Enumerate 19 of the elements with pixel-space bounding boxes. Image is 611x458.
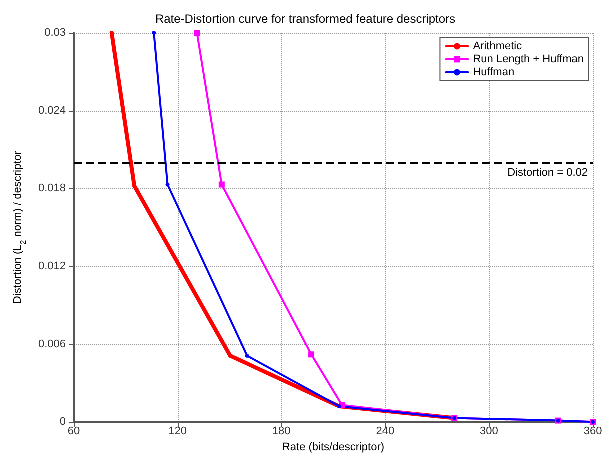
legend-label: Arithmetic: [473, 40, 523, 52]
x-axis-title: Rate (bits/descriptor): [282, 442, 385, 454]
y-axis-title: Distortion (L2 norm) / descriptor: [12, 150, 28, 304]
ref-line-label: Distortion = 0.02: [508, 167, 588, 180]
legend-label: Run Length + Huffman: [473, 54, 584, 66]
x-tick-label: 240: [376, 426, 395, 438]
y-tick-label: 0.018: [38, 182, 66, 195]
y-tick-label: 0.024: [38, 104, 66, 117]
x-tick-label: 120: [168, 426, 187, 438]
y-tick-label: 0.03: [44, 27, 66, 39]
x-tick-label: 300: [480, 426, 498, 438]
y-tick-label: 0.006: [38, 338, 66, 350]
chart-title: Rate-Distortion curve for transformed feature descriptors: [155, 12, 456, 26]
legend-label: Huffman: [473, 66, 515, 78]
x-tick-label: 60: [68, 426, 80, 438]
y-tick-label: 0: [60, 416, 66, 428]
y-tick-label: 0.012: [38, 260, 66, 272]
x-tick-label: 360: [584, 426, 602, 438]
x-tick-label: 180: [272, 426, 291, 438]
